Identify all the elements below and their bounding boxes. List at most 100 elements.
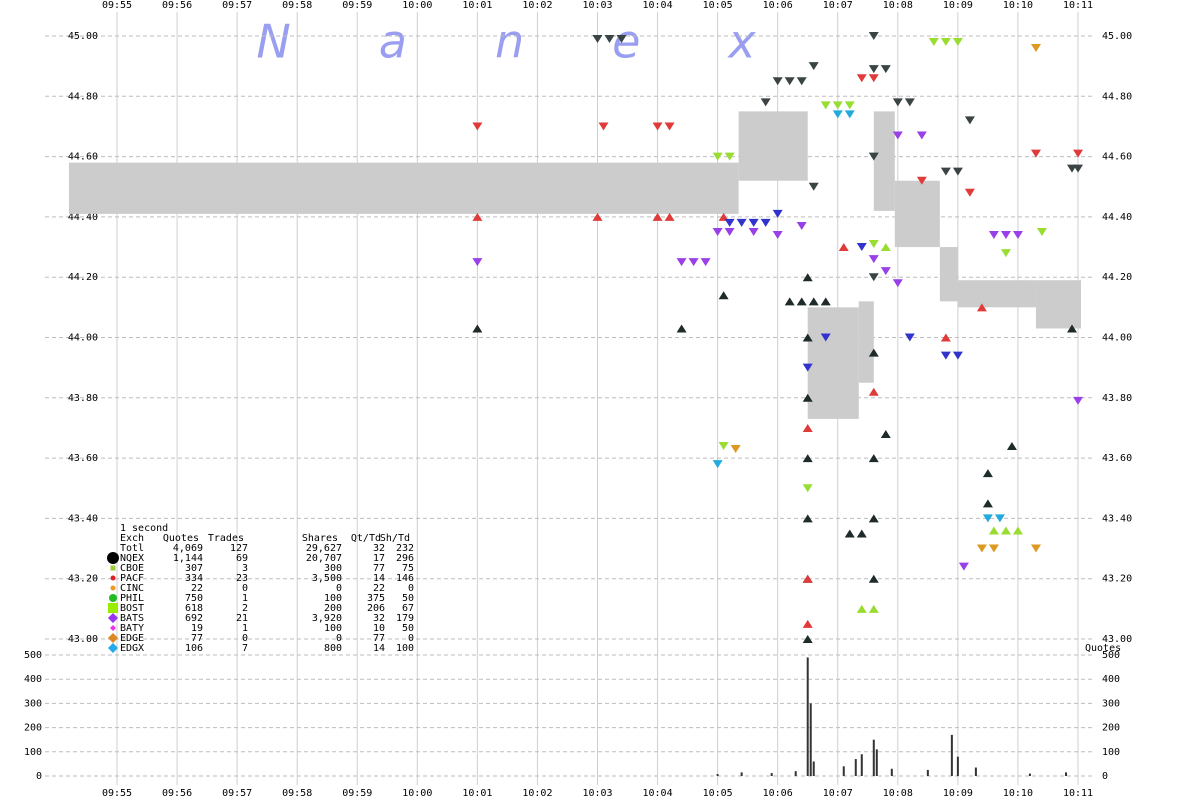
stats-cell: 750 [185, 593, 203, 604]
quote-marker [772, 209, 783, 218]
quote-marker [772, 77, 783, 86]
x-tick-label: 10:01 [462, 788, 492, 799]
stats-cell: 0 [242, 583, 248, 594]
quote-marker [1012, 526, 1023, 535]
quote-marker [820, 333, 831, 342]
stats-header: Sh/Td [380, 533, 410, 544]
stats-cell: 17 [373, 553, 385, 564]
x-tick-label: 10:00 [402, 788, 432, 799]
stats-cell: 23 [236, 573, 248, 584]
nbbo-band [807, 307, 859, 419]
x-tick-label: 09:56 [162, 0, 192, 11]
quote-marker [802, 635, 813, 643]
quote-marker [802, 363, 813, 372]
quote-marker [472, 258, 483, 267]
x-tick-label: 10:09 [943, 0, 973, 11]
volume-bar [812, 761, 815, 776]
nbbo-band [1035, 280, 1082, 329]
stats-cell: 100 [396, 643, 414, 654]
stats-cell: BATS [120, 613, 144, 624]
nbbo-band [957, 280, 1036, 308]
volume-bar [974, 767, 977, 776]
volume-bar [809, 703, 812, 776]
quote-marker [892, 98, 903, 107]
y-tick-label: 43.80 [68, 393, 98, 404]
quote-marker [724, 218, 735, 227]
quote-marker [796, 77, 807, 86]
quote-marker [964, 116, 975, 125]
quote-marker [880, 429, 891, 438]
quote-marker [916, 176, 927, 185]
y-tick-label: 44.80 [1102, 91, 1132, 102]
x-tick-label: 10:02 [522, 788, 552, 799]
legend-symbol [109, 594, 117, 602]
quote-marker [724, 152, 735, 161]
quote-marker [712, 460, 723, 469]
quote-marker [730, 445, 741, 454]
stats-cell: 375 [367, 593, 385, 604]
nbbo-band [873, 111, 895, 211]
stats-cell: 77 [373, 633, 385, 644]
y-tick-label: 44.40 [1102, 212, 1132, 223]
quote-marker [832, 101, 843, 110]
stats-cell: 1 [242, 593, 248, 604]
stats-cell: 77 [373, 563, 385, 574]
y-tick-label: 200 [1102, 723, 1120, 734]
quote-marker [988, 544, 999, 553]
stats-cell: 618 [185, 603, 203, 614]
stats-cell: 14 [373, 573, 385, 584]
quote-marker [688, 258, 699, 267]
quote-marker [868, 32, 879, 40]
quote-marker [1030, 544, 1041, 553]
x-tick-label: 10:03 [582, 788, 612, 799]
quote-marker [820, 297, 831, 306]
quote-marker [1000, 230, 1011, 239]
quote-marker [652, 122, 663, 131]
stats-cell: 77 [191, 633, 203, 644]
x-tick-label: 10:10 [1003, 788, 1033, 799]
quote-marker [1036, 227, 1047, 236]
stats-cell: 100 [324, 623, 342, 634]
quote-marker [940, 167, 951, 176]
quote-marker [880, 267, 891, 276]
quote-marker [976, 544, 987, 553]
quote-marker [892, 131, 903, 140]
quote-marker [718, 212, 729, 221]
x-tick-label: 09:59 [342, 0, 372, 11]
stats-header: Exch [120, 533, 144, 544]
y-tick-label: 44.00 [1102, 333, 1132, 344]
stats-cell: 146 [396, 573, 414, 584]
y-tick-label: 43.60 [1102, 453, 1132, 464]
quote-marker [1030, 44, 1041, 53]
x-tick-label: 10:11 [1063, 0, 1093, 11]
nbbo-band [738, 111, 808, 181]
quote-marker [676, 324, 687, 333]
quote-marker [652, 212, 663, 221]
quote-marker [808, 182, 819, 191]
quote-marker [700, 258, 711, 267]
volume-bar [854, 759, 857, 776]
y-tick-label: 43.00 [68, 634, 98, 645]
stats-cell: 0 [408, 633, 414, 644]
x-tick-label: 09:57 [222, 0, 252, 11]
stats-cell: BOST [120, 603, 144, 614]
stats-cell: 10 [373, 623, 385, 634]
stats-cell: 800 [324, 643, 342, 654]
x-tick-label: 09:57 [222, 788, 252, 799]
quote-marker [868, 74, 879, 83]
quote-marker [784, 297, 795, 306]
quote-marker [604, 35, 615, 44]
x-tick-label: 10:05 [703, 0, 733, 11]
quote-marker [592, 212, 603, 221]
quote-marker [856, 604, 867, 613]
quote-marker [802, 619, 813, 628]
x-tick-label: 10:07 [823, 788, 853, 799]
stats-cell: 206 [367, 603, 385, 614]
stats-cell: 296 [396, 553, 414, 564]
quote-marker [844, 110, 855, 119]
y-tick-label: 0 [36, 771, 42, 782]
y-tick-label: 43.20 [1102, 574, 1132, 585]
stats-cell: 7 [242, 643, 248, 654]
